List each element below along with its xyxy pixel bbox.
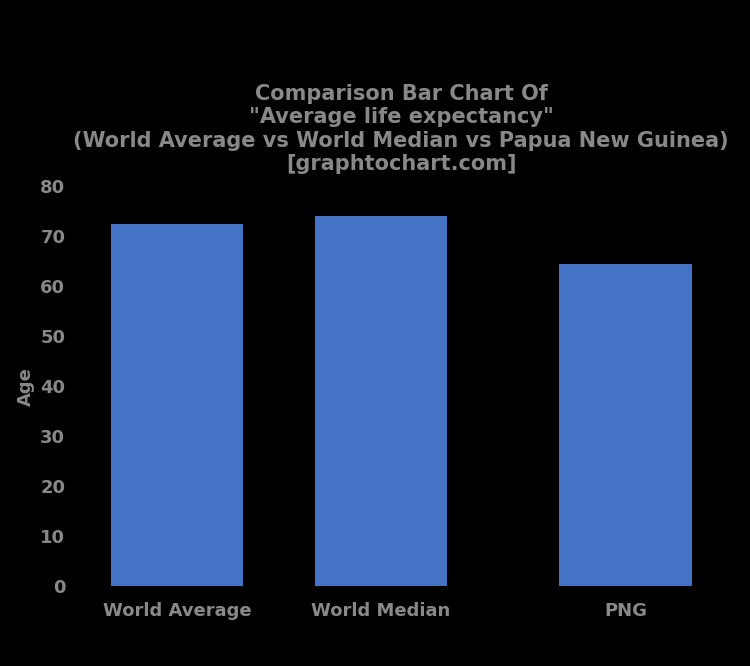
Bar <box>314 216 447 586</box>
Bar <box>560 264 692 586</box>
Y-axis label: Age: Age <box>16 367 34 406</box>
Title: Comparison Bar Chart Of
"Average life expectancy"
(World Average vs World Median: Comparison Bar Chart Of "Average life ex… <box>74 84 729 174</box>
Bar <box>111 224 243 586</box>
